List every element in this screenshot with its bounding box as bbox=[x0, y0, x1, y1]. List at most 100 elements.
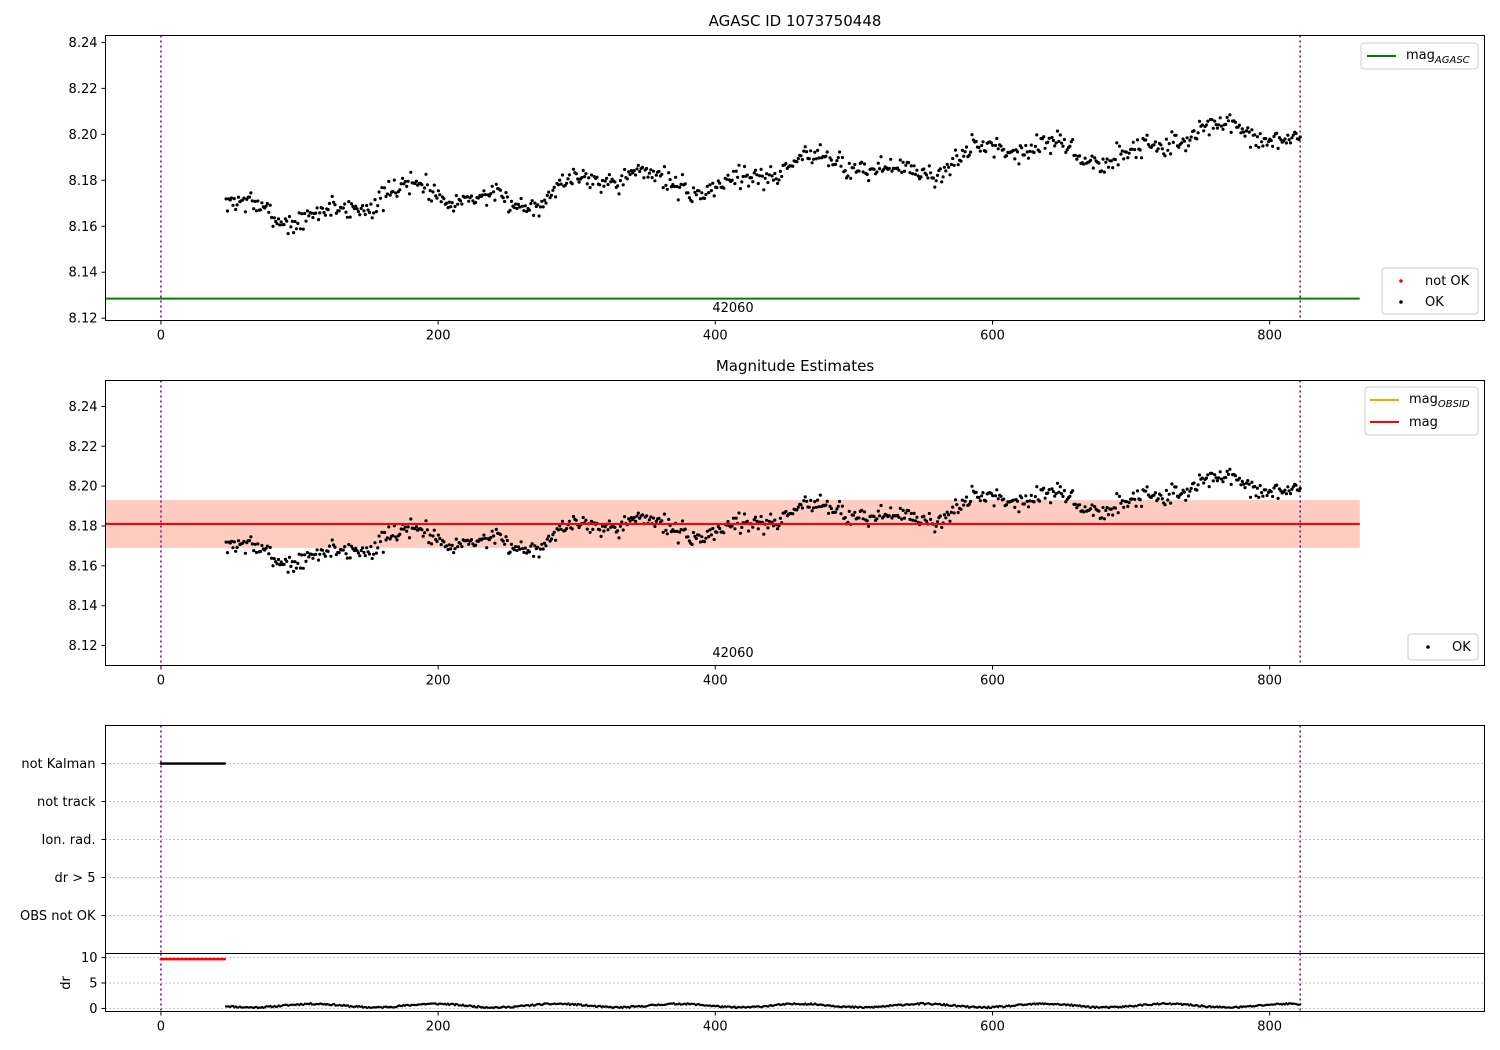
data-point bbox=[926, 176, 930, 180]
data-point bbox=[1064, 150, 1068, 154]
data-point bbox=[580, 176, 584, 180]
data-point bbox=[1184, 149, 1188, 153]
data-point bbox=[1215, 126, 1219, 130]
data-point bbox=[316, 558, 321, 562]
data-point bbox=[636, 163, 640, 167]
data-point bbox=[726, 520, 730, 524]
data-point bbox=[709, 189, 714, 193]
data-point bbox=[1224, 475, 1228, 480]
data-point bbox=[377, 534, 381, 538]
data-point bbox=[1138, 498, 1142, 502]
data-point bbox=[1083, 505, 1087, 509]
data-point bbox=[1051, 138, 1055, 143]
agasc-legend-points: not OK OK bbox=[1381, 267, 1479, 315]
data-point bbox=[1050, 135, 1054, 140]
data-point bbox=[1073, 502, 1077, 506]
data-point bbox=[631, 171, 635, 175]
data-point bbox=[1020, 496, 1024, 500]
estimates-legend-lines: magOBSID mag bbox=[1364, 386, 1479, 436]
data-point bbox=[694, 193, 698, 197]
data-point bbox=[456, 202, 460, 206]
estimates-frame bbox=[105, 380, 1485, 666]
data-point bbox=[286, 232, 290, 236]
data-point bbox=[428, 533, 432, 537]
data-point bbox=[878, 514, 882, 518]
data-point bbox=[752, 171, 756, 175]
data-point bbox=[232, 540, 236, 544]
data-point bbox=[256, 542, 260, 546]
data-point bbox=[369, 202, 373, 206]
data-point bbox=[1004, 154, 1009, 158]
data-point bbox=[421, 190, 425, 194]
data-point bbox=[945, 510, 949, 514]
data-point bbox=[1182, 490, 1186, 494]
data-point bbox=[949, 510, 953, 514]
data-point bbox=[774, 177, 778, 181]
data-point bbox=[515, 548, 519, 553]
data-point bbox=[242, 196, 246, 200]
panel-agasc: AGASC ID 1073750448 0 200 400 600 800 8.128.… bbox=[69, 12, 1485, 344]
data-point bbox=[1097, 161, 1101, 165]
data-point bbox=[356, 209, 360, 214]
data-point bbox=[1024, 143, 1028, 148]
data-point bbox=[1290, 487, 1294, 491]
data-point bbox=[711, 181, 715, 185]
data-point bbox=[693, 190, 697, 194]
data-point bbox=[230, 196, 234, 200]
data-point bbox=[540, 542, 544, 546]
data-point bbox=[620, 174, 624, 178]
data-point bbox=[1101, 506, 1105, 510]
data-point bbox=[683, 527, 687, 531]
data-point bbox=[632, 516, 636, 520]
data-point bbox=[494, 527, 498, 532]
xtick-label: 400 bbox=[703, 1020, 728, 1035]
legend-not-ok-marker bbox=[1399, 279, 1403, 283]
data-point bbox=[489, 535, 493, 540]
data-point bbox=[1288, 141, 1293, 145]
data-point bbox=[949, 162, 953, 167]
data-point bbox=[449, 205, 453, 209]
data-point bbox=[623, 515, 627, 519]
data-point bbox=[272, 557, 276, 561]
data-point bbox=[565, 181, 569, 185]
data-point bbox=[1043, 146, 1047, 150]
legend-mag-obsid-label: magOBSID bbox=[1409, 392, 1470, 410]
data-point bbox=[742, 512, 747, 516]
data-point bbox=[1228, 113, 1232, 117]
data-point bbox=[627, 170, 631, 174]
data-point bbox=[897, 168, 901, 172]
data-point bbox=[833, 162, 838, 166]
data-point bbox=[999, 144, 1003, 148]
data-point bbox=[1033, 495, 1037, 499]
data-point bbox=[1071, 138, 1075, 142]
data-point bbox=[1159, 493, 1163, 497]
data-point bbox=[1011, 148, 1016, 152]
data-point bbox=[1144, 138, 1148, 142]
data-point bbox=[514, 545, 518, 549]
data-point bbox=[509, 199, 514, 203]
data-point bbox=[402, 182, 406, 186]
data-point bbox=[436, 533, 440, 537]
data-point bbox=[981, 140, 985, 144]
data-point bbox=[1211, 126, 1215, 130]
data-point bbox=[560, 519, 565, 524]
data-point bbox=[292, 231, 296, 235]
data-point bbox=[1210, 118, 1214, 122]
ytick-label: 8.16 bbox=[69, 559, 98, 574]
data-point bbox=[385, 536, 389, 540]
data-point bbox=[1243, 486, 1247, 490]
data-point bbox=[1244, 129, 1248, 133]
data-point bbox=[924, 519, 929, 523]
data-point bbox=[705, 184, 709, 188]
data-point bbox=[1015, 150, 1020, 154]
data-point bbox=[376, 546, 380, 550]
data-point bbox=[646, 175, 650, 179]
data-point bbox=[1089, 507, 1093, 511]
data-point bbox=[654, 519, 658, 524]
dr-ylabel: dr bbox=[59, 976, 74, 990]
data-point bbox=[1051, 489, 1055, 494]
data-point bbox=[387, 179, 391, 183]
data-point bbox=[860, 508, 864, 512]
data-point bbox=[651, 169, 656, 173]
data-point bbox=[1015, 499, 1020, 503]
